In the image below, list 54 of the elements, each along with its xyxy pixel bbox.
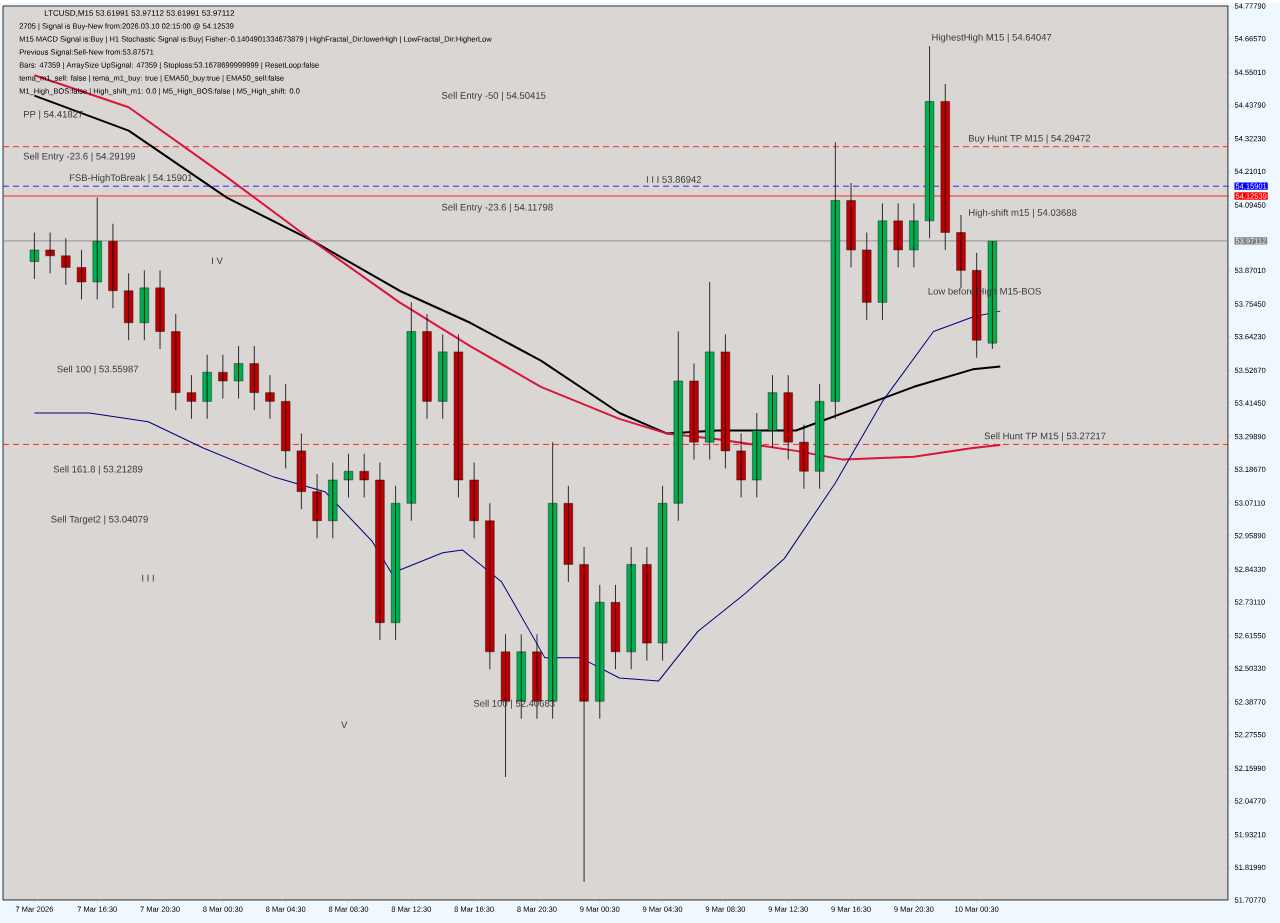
annotation: Sell Entry -50 | 54.50415	[441, 91, 546, 101]
annotation: HighestHigh M15 | 54.64047	[932, 33, 1052, 43]
annotation: High-shift m15 | 54.03688	[969, 208, 1077, 218]
candlestick	[595, 584, 605, 720]
candlestick	[406, 301, 416, 522]
candlestick	[233, 345, 244, 399]
candlestick	[218, 354, 228, 399]
candlestick	[391, 485, 401, 641]
candlestick	[610, 584, 621, 670]
candlestick	[343, 453, 354, 498]
annotation: Sell Entry -23.6 | 54.29199	[23, 152, 136, 162]
annotation: V	[341, 721, 348, 729]
candlestick	[124, 272, 134, 341]
candlestick	[249, 345, 259, 411]
candlestick	[92, 197, 102, 300]
line-series	[33, 310, 1001, 682]
annotation: I I I	[142, 574, 154, 582]
annotation: PP | 54.41827	[23, 110, 83, 120]
annotation: Sell 100 | 53.55987	[57, 365, 139, 375]
candlestick	[76, 249, 87, 300]
candlestick	[830, 141, 840, 420]
candlestick	[453, 334, 464, 498]
candlestick	[626, 546, 636, 670]
candlestick	[202, 354, 212, 420]
annotation: I V	[212, 257, 223, 265]
candlestick	[61, 237, 71, 286]
annotation: Sell 161.8 | 53.21289	[53, 465, 143, 475]
candlestick	[485, 502, 495, 670]
chart-title: LTCUSD,M15 53.61991 53.97112 53.61991 53.97112	[44, 10, 235, 17]
candlestick	[296, 433, 306, 510]
annotation: Sell Target2 | 53.04079	[51, 515, 148, 525]
candlestick	[171, 313, 181, 411]
ref-line-label: Sell Hunt TP M15 | 53.27217	[984, 432, 1106, 442]
candlestick	[186, 374, 197, 420]
candlestick	[438, 334, 448, 420]
candlestick	[940, 83, 950, 251]
annotation: I I I 53.86942	[646, 176, 702, 183]
annotation: Sell Entry -23.6 | 54.11798	[441, 203, 553, 213]
ref-line-label: Buy Hunt TP M15 | 54.29472	[969, 134, 1091, 144]
candlestick	[328, 462, 338, 539]
candlestick	[657, 485, 668, 661]
candlestick	[139, 269, 149, 341]
candlestick	[924, 45, 935, 239]
candlestick	[359, 453, 369, 498]
ref-line-label: FSB-HighToBreak | 54.15901	[69, 174, 193, 183]
candlestick	[893, 202, 903, 268]
candlestick	[877, 202, 888, 321]
candlestick	[281, 383, 291, 469]
candlestick	[265, 374, 275, 420]
candlestick	[45, 232, 55, 274]
candlestick	[563, 485, 573, 583]
candlestick	[862, 232, 872, 321]
candlestick	[29, 232, 40, 280]
candlestick	[909, 202, 919, 268]
